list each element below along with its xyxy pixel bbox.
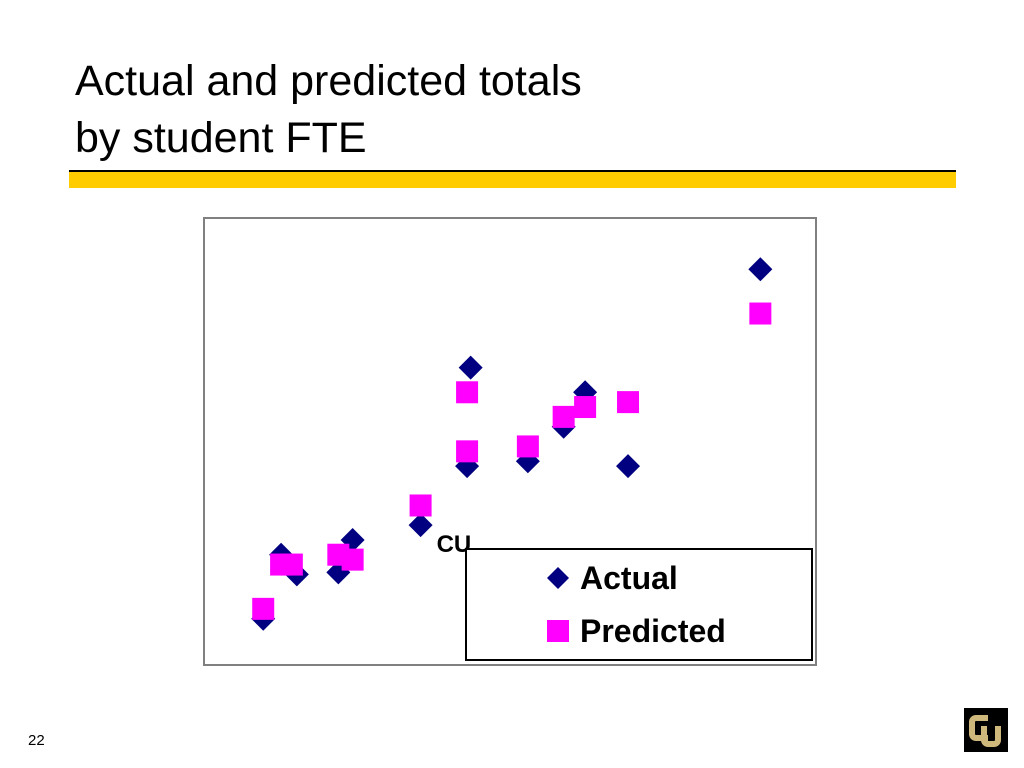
actual-point — [458, 355, 483, 380]
title-divider-gold — [69, 172, 956, 188]
university-logo-icon — [964, 708, 1008, 752]
predicted-point — [617, 391, 640, 414]
predicted-point — [574, 396, 597, 419]
predicted-point — [552, 405, 575, 428]
predicted-point — [749, 302, 772, 325]
legend-marker-actual — [547, 567, 569, 589]
predicted-point — [252, 597, 275, 620]
predicted-point — [456, 381, 479, 404]
actual-point — [408, 513, 433, 538]
actual-point — [616, 454, 641, 479]
predicted-point — [409, 494, 432, 517]
predicted-point — [516, 435, 539, 458]
series-predicted — [252, 302, 772, 620]
legend-marker-predicted — [547, 620, 569, 642]
title-divider-dark — [69, 170, 956, 172]
actual-point — [748, 257, 773, 282]
legend-box — [465, 548, 813, 661]
legend-label-predicted: Predicted — [580, 613, 726, 649]
legend-label-actual: Actual — [580, 560, 678, 596]
predicted-point — [341, 548, 364, 571]
slide-title-line-1: Actual and predicted totals — [75, 57, 582, 105]
predicted-point — [280, 553, 303, 576]
slide-title-line-2: by student FTE — [75, 114, 367, 162]
page-number: 22 — [28, 732, 45, 749]
chart-legend: Actual Predicted — [465, 548, 813, 661]
predicted-point — [456, 440, 479, 463]
chart-marks — [251, 257, 773, 631]
